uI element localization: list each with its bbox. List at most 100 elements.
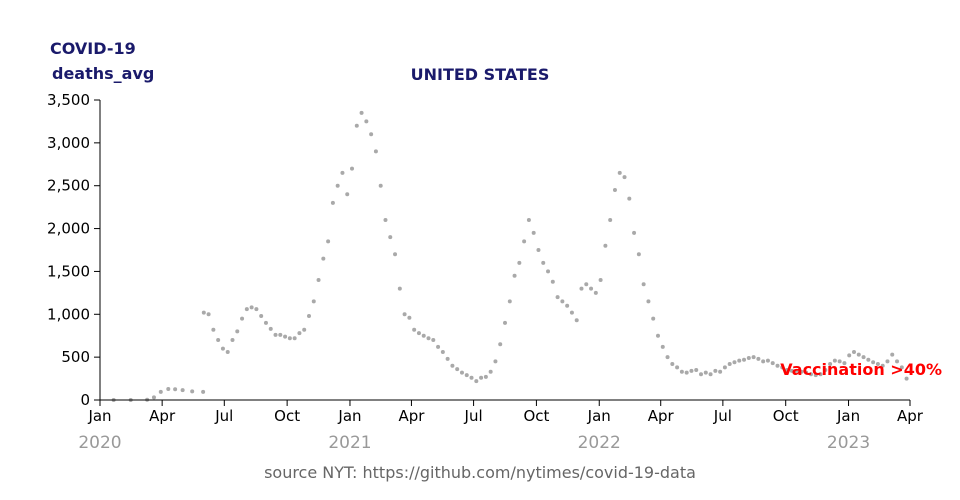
data-point xyxy=(546,269,551,274)
y-tick-label: 0 xyxy=(80,391,90,409)
data-point xyxy=(388,235,393,240)
data-point xyxy=(526,218,531,222)
data-point xyxy=(832,358,837,363)
y-tick-label: 1,000 xyxy=(47,305,90,323)
data-point xyxy=(679,369,684,374)
data-point xyxy=(851,350,856,354)
data-point xyxy=(474,379,479,384)
data-point xyxy=(742,357,747,362)
data-point xyxy=(206,312,211,317)
data-point xyxy=(259,314,264,318)
data-point xyxy=(302,327,307,332)
data-point xyxy=(856,352,861,357)
data-point xyxy=(383,218,388,222)
y-axis-sublabel: deaths_avg xyxy=(52,64,154,83)
year-label: 2021 xyxy=(328,433,371,453)
data-point xyxy=(292,336,297,341)
source-note: source NYT: https://github.com/nytimes/c… xyxy=(264,463,696,482)
data-point xyxy=(560,299,565,304)
data-point xyxy=(151,395,156,400)
data-point xyxy=(804,370,809,375)
data-point xyxy=(373,149,378,154)
y-tick-label: 500 xyxy=(61,348,90,366)
data-point xyxy=(880,363,885,368)
x-tick-label: Jul xyxy=(713,407,732,425)
data-point xyxy=(364,119,369,124)
data-point xyxy=(785,368,790,372)
x-tick-label: Oct xyxy=(274,407,300,425)
data-point xyxy=(632,230,637,235)
data-point xyxy=(180,388,185,393)
data-point xyxy=(483,374,488,379)
data-point xyxy=(823,368,828,372)
chart-title: UNITED STATES xyxy=(411,65,550,84)
data-point xyxy=(837,359,842,364)
data-point xyxy=(574,318,579,323)
data-point xyxy=(780,365,785,370)
data-point xyxy=(866,357,871,362)
data-point xyxy=(670,362,675,366)
data-point xyxy=(166,387,171,392)
data-point xyxy=(584,282,589,287)
data-point xyxy=(173,387,178,392)
data-point xyxy=(359,110,364,115)
data-point xyxy=(617,170,622,175)
data-point xyxy=(569,310,574,315)
data-point xyxy=(727,362,732,366)
data-point xyxy=(278,332,283,337)
data-point xyxy=(660,344,665,349)
data-point xyxy=(847,353,852,358)
data-point xyxy=(402,312,407,317)
data-point xyxy=(216,338,221,342)
data-point xyxy=(354,123,359,128)
data-point xyxy=(498,342,503,347)
data-point xyxy=(345,192,350,197)
data-point xyxy=(321,256,326,261)
x-tick-label: Jan xyxy=(337,407,361,425)
x-tick-label: Apr xyxy=(897,407,924,425)
data-point xyxy=(765,358,770,363)
data-point xyxy=(350,166,355,171)
data-point xyxy=(421,333,426,338)
data-point xyxy=(699,372,704,377)
y-tick-label: 3,500 xyxy=(47,91,90,109)
data-point xyxy=(407,315,412,320)
data-point xyxy=(842,361,847,366)
data-point xyxy=(713,368,718,373)
data-point xyxy=(904,376,909,381)
data-point xyxy=(536,248,541,252)
data-point xyxy=(230,338,235,342)
data-point xyxy=(488,369,493,374)
data-point xyxy=(493,359,498,364)
x-tick-label: Oct xyxy=(523,407,549,425)
x-tick-label: Apr xyxy=(398,407,425,425)
data-point xyxy=(225,350,230,354)
data-point xyxy=(885,359,890,364)
data-point xyxy=(522,239,527,244)
data-point xyxy=(330,200,335,205)
data-point xyxy=(369,132,374,137)
data-point xyxy=(249,305,254,310)
data-point xyxy=(708,372,713,377)
year-label: 2023 xyxy=(827,433,870,453)
data-point xyxy=(675,365,680,370)
x-tick-label: Apr xyxy=(648,407,675,425)
x-tick-label: Jul xyxy=(464,407,483,425)
data-point xyxy=(895,359,900,364)
data-point xyxy=(326,239,331,244)
x-tick-label: Oct xyxy=(773,407,799,425)
data-point xyxy=(306,314,311,318)
y-tick-label: 2,500 xyxy=(47,177,90,195)
data-point xyxy=(268,326,273,331)
data-point xyxy=(340,170,345,175)
data-point xyxy=(732,360,737,365)
data-point xyxy=(436,344,441,349)
data-point xyxy=(861,355,866,360)
x-tick-label: Jul xyxy=(214,407,233,425)
data-point xyxy=(378,183,383,188)
data-point xyxy=(450,363,455,368)
data-point xyxy=(440,350,445,354)
data-point xyxy=(235,329,240,334)
data-point xyxy=(608,218,613,222)
data-point xyxy=(244,307,249,312)
